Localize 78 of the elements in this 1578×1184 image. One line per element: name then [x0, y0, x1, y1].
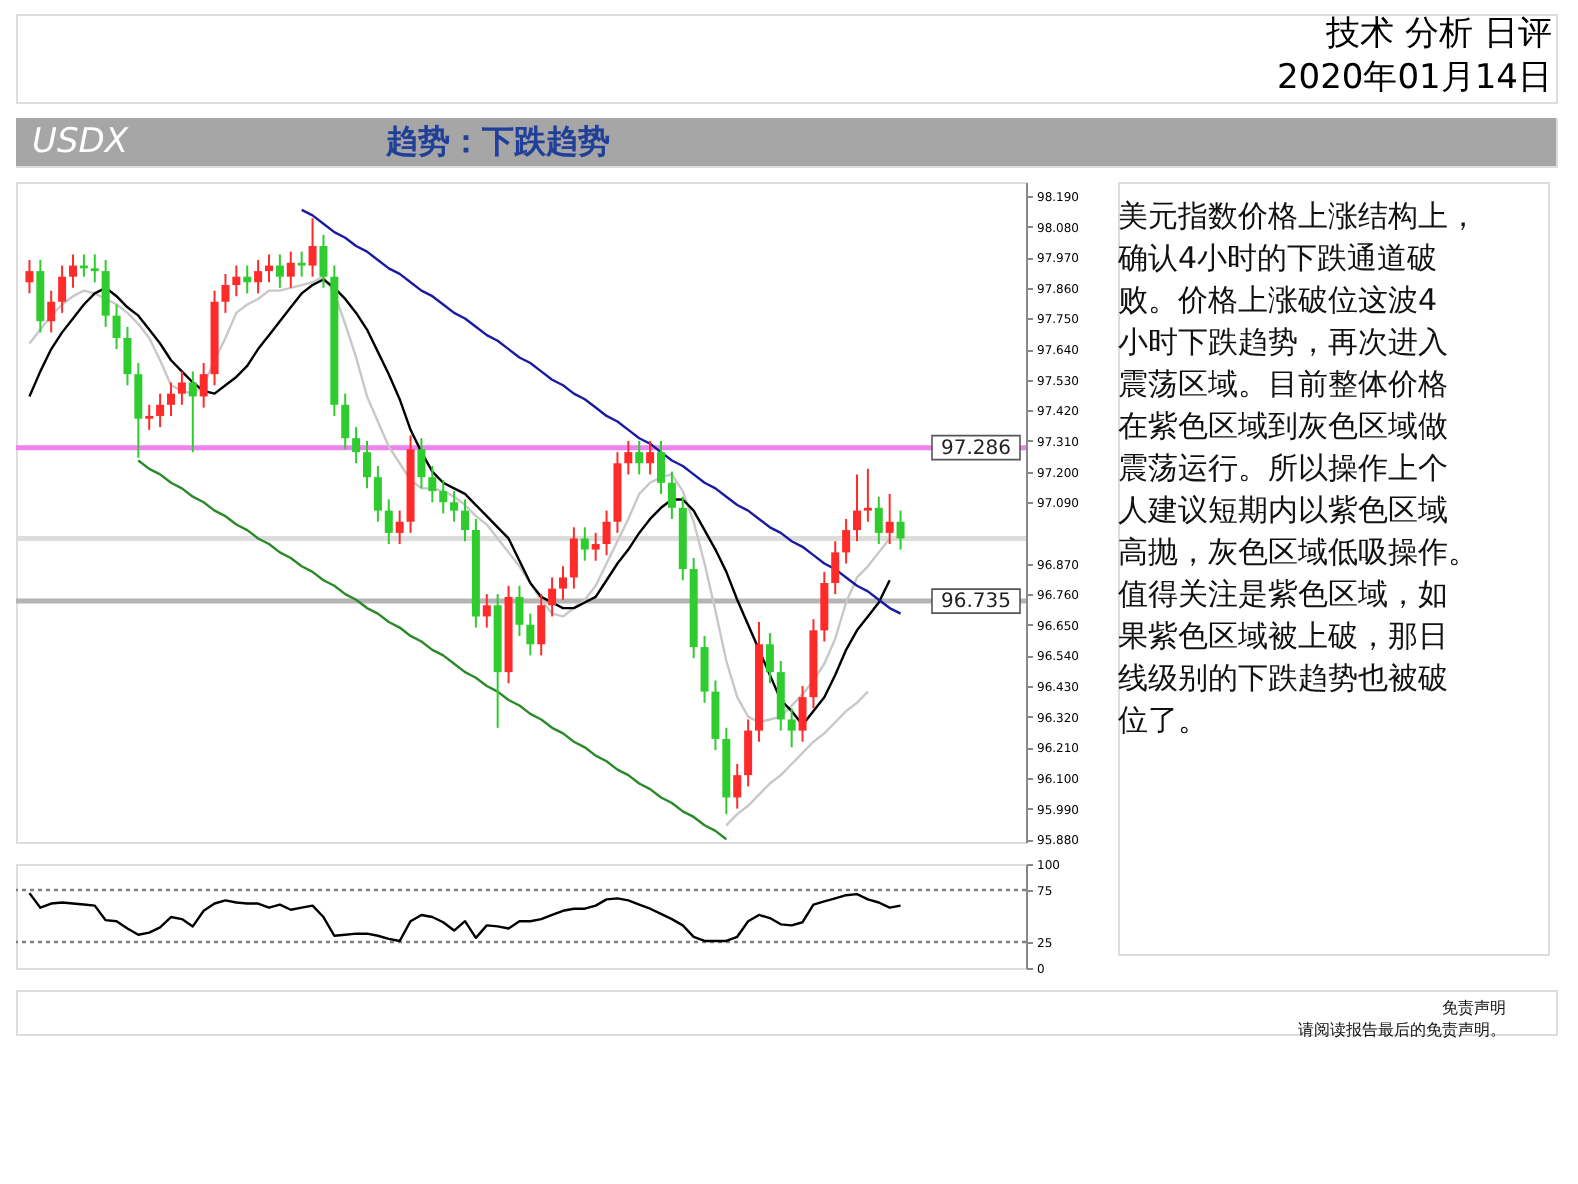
candlestick: [25, 258, 34, 295]
candlestick: [286, 250, 295, 289]
line-series: [300, 208, 902, 615]
candlestick: [526, 612, 535, 657]
candlestick: [548, 576, 557, 618]
text: 2020年01月14日: [1276, 58, 1552, 98]
candlestick: [145, 403, 154, 431]
candlestick: [134, 362, 143, 459]
candlestick: [667, 470, 676, 520]
candlestick: [275, 253, 284, 289]
candlestick: [733, 763, 742, 810]
candlestick: [798, 685, 807, 743]
candlestick: [439, 478, 448, 515]
candlestick: [254, 258, 263, 295]
line-series: [137, 459, 728, 841]
ref-line-label: 96.735: [941, 591, 1011, 614]
candlestick: [177, 370, 186, 406]
candlestick: [624, 439, 633, 476]
line-series: [28, 891, 902, 943]
candlestick: [428, 465, 437, 504]
candlestick: [58, 264, 67, 314]
candlestick: [711, 679, 720, 752]
candlestick: [199, 362, 208, 409]
candlestick: [90, 253, 99, 284]
candlestick: [417, 437, 426, 490]
candlestick: [297, 250, 306, 278]
candlestick: [395, 509, 404, 546]
candlestick: [352, 426, 361, 465]
candlestick: [373, 465, 382, 523]
candlestick: [896, 509, 905, 551]
candlestick: [461, 498, 469, 543]
candlestick: [537, 593, 546, 657]
candlestick: [515, 584, 524, 637]
candlestick: [853, 473, 861, 543]
candlestick: [363, 439, 371, 490]
text: USDX: [32, 122, 129, 162]
candlestick: [591, 531, 600, 562]
candlestick: [112, 303, 121, 351]
text: 趋势：下跌趋势: [384, 122, 610, 160]
candlestick: [101, 258, 110, 328]
candlestick: [384, 498, 393, 546]
candlestick: [319, 233, 328, 289]
candlestick: [820, 570, 829, 643]
candlestick: [776, 659, 785, 732]
candlestick: [744, 718, 753, 788]
candlestick: [885, 492, 894, 546]
ref-line-label: 97.286: [941, 437, 1011, 460]
candlestick: [787, 707, 796, 749]
candlestick: [450, 490, 459, 523]
candlestick: [874, 495, 883, 546]
candlestick: [188, 370, 197, 454]
line-series: [725, 690, 870, 827]
candlestick: [232, 264, 241, 298]
candlestick: [602, 509, 611, 557]
candlestick: [700, 634, 709, 704]
candlestick: [657, 439, 665, 495]
candlestick: [47, 289, 56, 334]
candlestick: [863, 467, 872, 523]
text: 技术 分析 日评: [1324, 14, 1552, 54]
text: 请阅读报告最后的免责声明。: [1298, 1021, 1506, 1039]
candlestick: [842, 517, 851, 565]
candlestick: [635, 439, 644, 476]
candlestick: [569, 526, 578, 590]
candlestick: [559, 565, 567, 601]
candlestick: [341, 392, 350, 451]
candlestick: [69, 253, 77, 289]
candlestick: [580, 526, 589, 562]
text: 美元指数价格上涨结构上，确认4小时的下跌通道破败。价格上涨破位这波4小时下跌趋势，再次进入震荡区域。目前整体价格在紫色区域到灰色区域做震荡运行。所以操作上个人建议短期内以紫色区域高抛，灰色区域低吸操作。值得关注是紫色区域，如果紫色区域被上破，那日线级别的下跌趋势也被破位了。: [1118, 198, 1478, 738]
candlestick: [123, 325, 132, 387]
candlestick: [221, 272, 230, 314]
candlestick: [765, 632, 774, 685]
candlestick: [156, 392, 165, 429]
candlestick: [482, 593, 491, 629]
candlestick: [167, 381, 175, 417]
candlestick: [308, 217, 317, 278]
text: 免责声明: [1442, 999, 1506, 1017]
candlestick: [646, 439, 655, 476]
candlestick: [831, 540, 840, 596]
